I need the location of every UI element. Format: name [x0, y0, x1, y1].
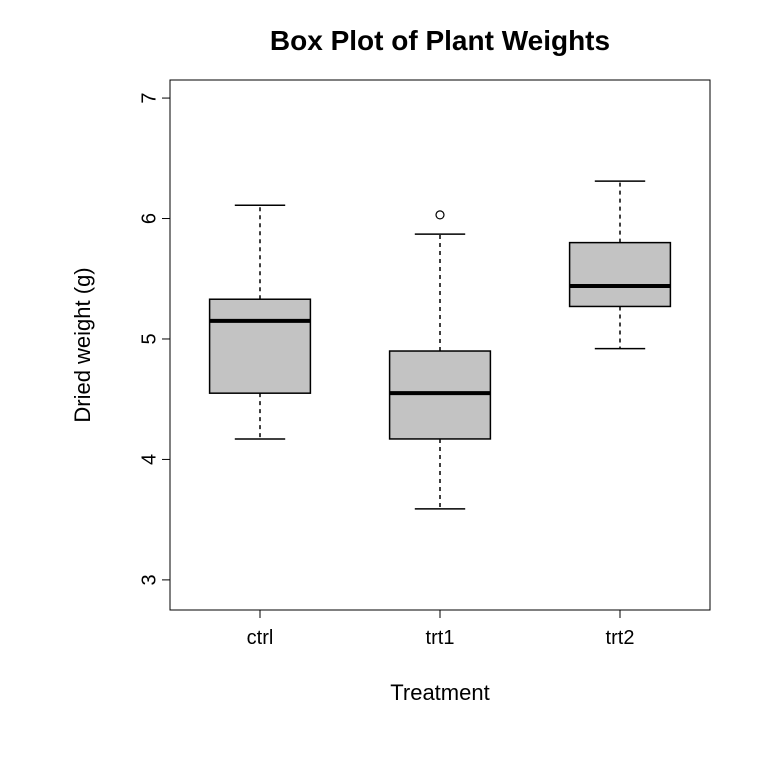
box: [570, 243, 671, 307]
y-tick-label: 4: [138, 454, 160, 465]
x-axis-label: Treatment: [390, 680, 489, 705]
y-tick-label: 5: [138, 333, 160, 344]
x-tick-label: trt2: [606, 627, 635, 649]
y-tick-label: 6: [138, 213, 160, 224]
box: [210, 299, 311, 393]
chart-background: [0, 0, 768, 768]
y-tick-label: 3: [138, 574, 160, 585]
x-tick-label: ctrl: [247, 627, 274, 649]
y-axis-label: Dried weight (g): [70, 267, 95, 422]
chart-title: Box Plot of Plant Weights: [270, 25, 610, 56]
boxplot-chart: 3 4 5 6 7 ctrl trt1 trt2 Box Plot of Plant Weigh…: [0, 0, 768, 768]
y-tick-label: 7: [138, 93, 160, 104]
x-tick-label: trt1: [426, 627, 455, 649]
